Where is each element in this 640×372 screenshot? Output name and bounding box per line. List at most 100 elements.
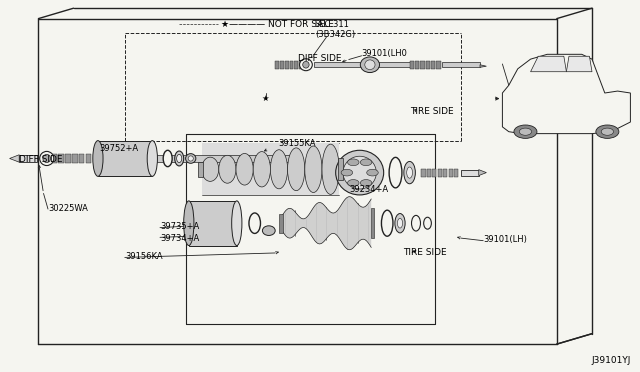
Polygon shape <box>480 65 486 67</box>
Bar <box>65 154 70 163</box>
Bar <box>294 61 298 69</box>
Text: 39752+A: 39752+A <box>99 144 138 153</box>
Bar <box>280 61 284 69</box>
Bar <box>79 154 84 163</box>
Ellipse shape <box>188 156 193 161</box>
Text: 39156KA: 39156KA <box>125 252 163 261</box>
Polygon shape <box>566 56 592 72</box>
Ellipse shape <box>365 60 375 70</box>
Bar <box>279 214 283 232</box>
Ellipse shape <box>395 214 405 233</box>
Bar <box>415 61 419 69</box>
Ellipse shape <box>249 213 260 234</box>
Ellipse shape <box>407 167 413 178</box>
Ellipse shape <box>186 154 196 163</box>
Ellipse shape <box>253 151 270 187</box>
Bar <box>432 169 436 177</box>
Text: 30225WA: 30225WA <box>48 204 88 213</box>
Ellipse shape <box>360 57 380 73</box>
Ellipse shape <box>40 151 54 166</box>
Ellipse shape <box>236 153 253 185</box>
Ellipse shape <box>147 141 157 176</box>
Circle shape <box>601 128 614 135</box>
Polygon shape <box>479 170 486 176</box>
Ellipse shape <box>389 157 402 188</box>
Ellipse shape <box>287 148 305 190</box>
Ellipse shape <box>300 59 312 71</box>
Ellipse shape <box>397 218 403 228</box>
Circle shape <box>514 125 537 138</box>
Bar <box>300 61 303 69</box>
Ellipse shape <box>163 150 172 167</box>
Bar <box>19 155 37 162</box>
Bar <box>72 154 77 163</box>
Bar <box>443 169 447 177</box>
Bar <box>202 143 339 195</box>
Ellipse shape <box>336 150 384 195</box>
Bar <box>58 154 63 163</box>
Bar <box>314 62 410 67</box>
Ellipse shape <box>343 156 376 189</box>
Ellipse shape <box>177 154 182 163</box>
Text: 39155KA: 39155KA <box>278 139 316 148</box>
Text: J39101YJ: J39101YJ <box>591 356 630 365</box>
Bar <box>454 169 458 177</box>
Circle shape <box>341 169 353 176</box>
Bar <box>431 61 435 69</box>
Ellipse shape <box>303 61 309 68</box>
Bar <box>449 169 453 177</box>
Text: 39734+A: 39734+A <box>160 234 199 243</box>
Bar <box>461 170 479 176</box>
Polygon shape <box>502 54 630 134</box>
Circle shape <box>360 159 372 166</box>
Ellipse shape <box>381 210 393 236</box>
Ellipse shape <box>184 201 194 246</box>
Bar <box>410 61 414 69</box>
Bar <box>436 61 440 69</box>
Ellipse shape <box>270 150 287 189</box>
Ellipse shape <box>43 154 51 163</box>
Bar <box>93 155 291 162</box>
Ellipse shape <box>404 161 415 184</box>
Ellipse shape <box>202 157 219 181</box>
Ellipse shape <box>424 217 431 229</box>
Bar <box>198 162 203 177</box>
Ellipse shape <box>305 146 322 193</box>
Text: 39735+A: 39735+A <box>160 222 199 231</box>
Text: TIRE SIDE: TIRE SIDE <box>410 107 453 116</box>
Bar <box>371 208 374 238</box>
Circle shape <box>348 159 359 166</box>
Ellipse shape <box>219 155 236 183</box>
Bar <box>442 62 480 67</box>
Circle shape <box>519 128 532 135</box>
Text: DIFF SIDE: DIFF SIDE <box>298 54 342 63</box>
Circle shape <box>367 169 378 176</box>
Ellipse shape <box>322 144 339 194</box>
Text: 39101(LH0: 39101(LH0 <box>362 49 408 58</box>
Bar <box>338 158 343 180</box>
Text: 39234+A: 39234+A <box>349 185 388 194</box>
Ellipse shape <box>175 151 184 166</box>
Bar <box>426 61 430 69</box>
Bar <box>421 169 426 177</box>
Bar <box>290 61 294 69</box>
Bar <box>98 141 152 176</box>
Ellipse shape <box>93 141 103 176</box>
Bar <box>427 169 431 177</box>
Text: SEC.311
(3B342G): SEC.311 (3B342G) <box>315 20 355 39</box>
Bar <box>189 201 237 246</box>
Bar <box>285 61 289 69</box>
Circle shape <box>596 125 619 138</box>
Text: ★: ★ <box>262 94 269 103</box>
Circle shape <box>348 180 359 186</box>
Text: 39101(LH): 39101(LH) <box>483 235 527 244</box>
Bar <box>420 61 424 69</box>
Ellipse shape <box>412 215 420 231</box>
Bar <box>275 61 279 69</box>
Circle shape <box>360 180 372 186</box>
Bar <box>438 169 442 177</box>
Ellipse shape <box>232 201 242 246</box>
Polygon shape <box>10 155 19 162</box>
Bar <box>51 154 57 163</box>
Ellipse shape <box>262 226 275 235</box>
